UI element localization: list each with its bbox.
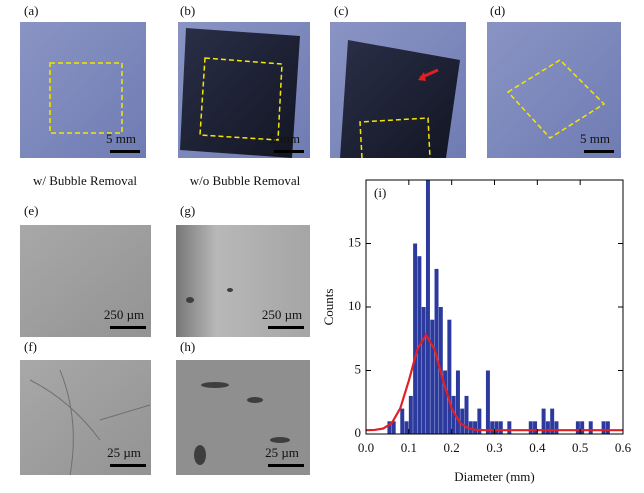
bar bbox=[576, 421, 580, 434]
scale-label: 5 mm bbox=[106, 131, 136, 146]
column-heading: w/o Bubble Removal bbox=[190, 173, 301, 188]
x-tick-label: 0.5 bbox=[572, 440, 588, 455]
scale-label: 250 µm bbox=[262, 307, 302, 322]
x-tick-label: 0.0 bbox=[358, 440, 374, 455]
bar bbox=[554, 421, 558, 434]
y-tick-label: 15 bbox=[348, 234, 361, 249]
x-axis-label: Diameter (mm) bbox=[454, 469, 535, 484]
x-tick-label: 0.3 bbox=[486, 440, 502, 455]
scale-bar bbox=[110, 464, 146, 467]
bar bbox=[490, 421, 494, 434]
bar bbox=[422, 307, 426, 434]
fit-curve bbox=[366, 335, 623, 430]
panel-label: (d) bbox=[490, 3, 505, 18]
panel-label: (h) bbox=[180, 339, 195, 354]
bar bbox=[413, 244, 417, 435]
bar bbox=[486, 371, 490, 435]
scale-bar bbox=[110, 150, 140, 153]
panel-label: (f) bbox=[24, 339, 37, 354]
scale-bar bbox=[110, 326, 146, 329]
x-tick-label: 0.2 bbox=[444, 440, 460, 455]
bar bbox=[602, 421, 606, 434]
panel-label: (i) bbox=[374, 185, 386, 200]
bar bbox=[400, 409, 404, 434]
panel-label: (a) bbox=[24, 3, 38, 18]
bar bbox=[507, 421, 511, 434]
column-heading: w/ Bubble Removal bbox=[33, 173, 137, 188]
bar bbox=[473, 421, 477, 434]
panel-label: (c) bbox=[334, 3, 348, 18]
bar bbox=[426, 180, 430, 434]
y-tick-label: 10 bbox=[348, 298, 361, 313]
x-tick-label: 0.4 bbox=[529, 440, 546, 455]
bar bbox=[589, 421, 593, 434]
bar bbox=[580, 421, 584, 434]
bar bbox=[430, 320, 434, 434]
scale-bar bbox=[274, 150, 304, 153]
scale-bar bbox=[268, 326, 304, 329]
panel-label: (g) bbox=[180, 203, 195, 218]
panel-label: (b) bbox=[180, 3, 195, 18]
scale-label: 5 mm bbox=[270, 131, 300, 146]
bar bbox=[606, 421, 610, 434]
bar bbox=[409, 396, 413, 434]
figure: (a) 5 mm (b) 5 mm (c) (d) 5 mm (e) 250 µm (g) 250 … bbox=[0, 0, 644, 493]
scale-bar bbox=[268, 464, 304, 467]
scale-label: 5 mm bbox=[580, 131, 610, 146]
scale-label: 25 µm bbox=[265, 445, 299, 460]
histogram-chart: 0.0 0.1 0.2 0.3 0.4 0.5 0.6 0 5 10 15 (i) Diameter (… bbox=[321, 180, 632, 484]
scale-label: 25 µm bbox=[107, 445, 141, 460]
bar bbox=[456, 371, 460, 435]
scale-bar bbox=[584, 150, 614, 153]
scale-label: 250 µm bbox=[104, 307, 144, 322]
bar bbox=[460, 409, 464, 434]
bar bbox=[533, 421, 537, 434]
x-tick-label: 0.1 bbox=[401, 440, 417, 455]
bar bbox=[499, 421, 503, 434]
bar bbox=[405, 421, 409, 434]
sample bbox=[340, 40, 460, 158]
bar bbox=[447, 320, 451, 434]
bar bbox=[495, 421, 499, 434]
bar bbox=[529, 421, 533, 434]
panel-label: (e) bbox=[24, 203, 38, 218]
y-tick-label: 0 bbox=[355, 425, 362, 440]
bar bbox=[546, 421, 550, 434]
x-tick-label: 0.6 bbox=[615, 440, 632, 455]
y-axis-label: Counts bbox=[321, 289, 336, 326]
y-tick-label: 5 bbox=[355, 361, 362, 376]
